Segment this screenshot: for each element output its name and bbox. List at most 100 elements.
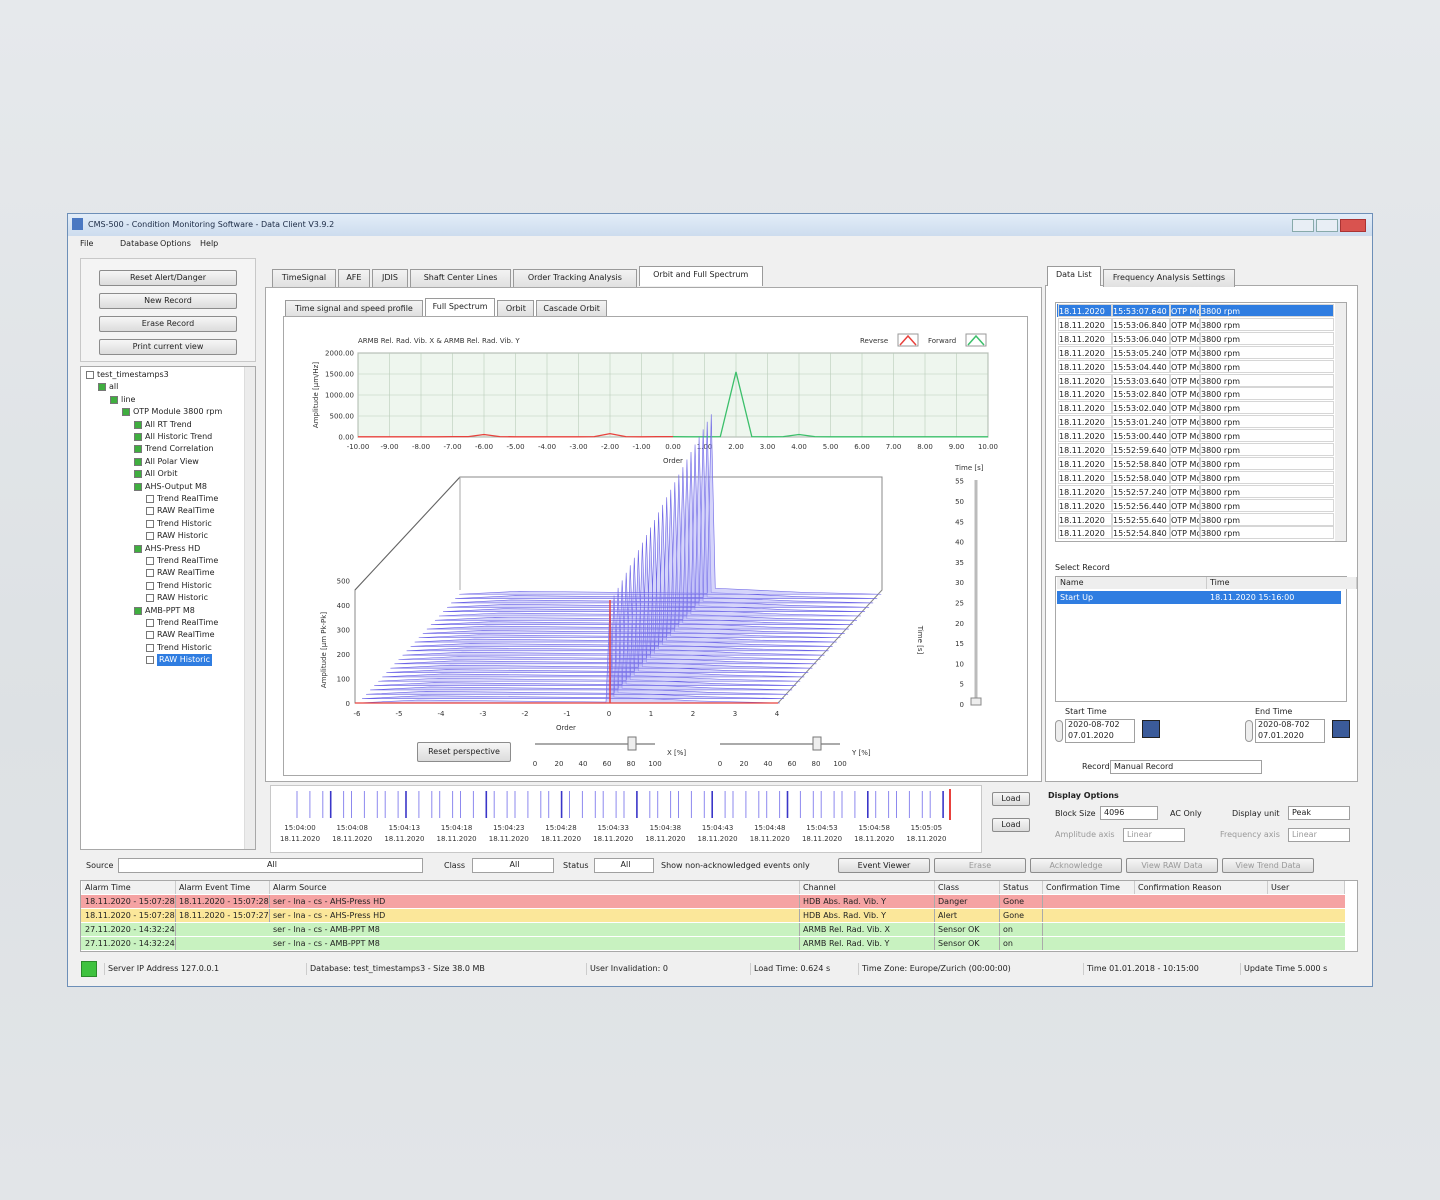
data-list-cell[interactable]: 15:53:05.240 — [1112, 345, 1170, 359]
main-tab[interactable]: Order Tracking Analysis — [513, 269, 637, 287]
tree-item[interactable]: RAW Historic — [157, 593, 209, 603]
tree-item[interactable]: Trend RealTime — [157, 494, 219, 503]
data-list-cell[interactable]: 18.11.2020 — [1058, 484, 1112, 498]
ac-only-checkbox[interactable]: AC Only — [1170, 809, 1202, 818]
data-list-cell[interactable]: 15:53:04.440 — [1112, 359, 1170, 373]
minimize-button[interactable] — [1292, 219, 1314, 232]
maximize-button[interactable] — [1316, 219, 1338, 232]
tree-item[interactable]: AHS-Output M8 — [145, 481, 207, 491]
sub-tab[interactable]: Orbit — [497, 300, 535, 316]
menu-item[interactable]: Options — [160, 239, 191, 248]
data-list-cell[interactable]: 18.11.2020 — [1058, 512, 1112, 526]
data-list-cell[interactable]: OTP Module 3 — [1170, 443, 1200, 456]
display-unit-select[interactable]: Peak — [1288, 806, 1350, 820]
data-list-cell[interactable]: 18.11.2020 — [1058, 443, 1112, 456]
data-list-cell[interactable]: 3800 rpm — [1200, 470, 1334, 484]
data-list-cell[interactable]: 18.11.2020 — [1058, 373, 1112, 387]
tree-item[interactable]: OTP Module 3800 rpm — [133, 407, 223, 417]
block-size-select[interactable]: 4096 — [1100, 806, 1158, 820]
data-list-cell[interactable]: 15:52:59.640 — [1112, 443, 1170, 456]
tree-item[interactable]: All Orbit — [145, 469, 178, 479]
data-list-cell[interactable]: OTP Module 3 — [1170, 373, 1200, 387]
tree-item[interactable]: Trend Correlation — [145, 444, 214, 454]
left-button[interactable]: Reset Alert/Danger — [99, 270, 237, 286]
tree-item[interactable]: test_timestamps3 — [97, 370, 169, 379]
tree-item[interactable]: AHS-Press HD — [145, 543, 201, 553]
data-list-cell[interactable]: 15:53:02.840 — [1112, 387, 1170, 401]
tree-item[interactable]: RAW RealTime — [157, 568, 215, 578]
left-button[interactable]: Print current view — [99, 339, 237, 355]
menu-item[interactable]: Help — [200, 239, 219, 248]
data-list-cell[interactable]: 15:53:03.640 — [1112, 373, 1170, 387]
data-list-cell[interactable]: OTP Module 3 — [1170, 331, 1200, 345]
tree-item[interactable]: RAW RealTime — [157, 630, 215, 640]
data-list-cell[interactable]: 18.11.2020 — [1058, 331, 1112, 345]
data-list-cell[interactable]: OTP Module 3 — [1170, 512, 1200, 526]
data-list-cell[interactable]: 18.11.2020 — [1058, 526, 1112, 540]
data-list-cell[interactable]: 18.11.2020 — [1058, 317, 1112, 331]
filter-button[interactable]: View Trend Data — [1222, 858, 1314, 873]
data-list-cell[interactable]: 3800 rpm — [1200, 387, 1334, 401]
sub-tab[interactable]: Time signal and speed profile — [285, 300, 423, 316]
menu-item[interactable]: Database — [120, 239, 159, 248]
data-list-cell[interactable]: 3800 rpm — [1200, 331, 1334, 345]
data-list-cell[interactable]: 18.11.2020 — [1058, 401, 1112, 415]
tree-item[interactable]: RAW RealTime — [157, 506, 215, 516]
tree-item[interactable]: RAW Historic — [157, 531, 209, 541]
main-tab[interactable]: Shaft Center Lines — [410, 269, 511, 287]
data-list-cell[interactable]: OTP Module 3 — [1170, 456, 1200, 470]
time-spinner[interactable] — [1245, 720, 1253, 742]
data-list-cell[interactable]: 18.11.2020 — [1058, 498, 1112, 512]
data-list-cell[interactable]: 18.11.2020 — [1058, 456, 1112, 470]
data-list-cell[interactable]: 3800 rpm — [1200, 415, 1334, 429]
data-list-cell[interactable]: 15:53:06.040 — [1112, 331, 1170, 345]
timeline-button[interactable]: Load — [992, 818, 1030, 832]
data-list-cell[interactable]: 3800 rpm — [1200, 456, 1334, 470]
calendar-button[interactable] — [1142, 720, 1160, 738]
select-record-cell[interactable]: 18.11.2020 15:16:00 — [1207, 591, 1341, 604]
data-list-cell[interactable]: 3800 rpm — [1200, 429, 1334, 443]
tree-item[interactable]: all — [109, 382, 119, 392]
data-list-cell[interactable]: 15:52:55.640 — [1112, 512, 1170, 526]
data-list-cell[interactable]: 18.11.2020 — [1058, 470, 1112, 484]
data-list-cell[interactable]: 3800 rpm — [1200, 345, 1334, 359]
tree-item[interactable]: RAW Historic — [157, 654, 213, 667]
data-list-cell[interactable]: 3800 rpm — [1200, 484, 1334, 498]
close-button[interactable] — [1340, 219, 1366, 232]
source-select[interactable]: All — [118, 858, 423, 873]
data-list-cell[interactable]: OTP Module 3 — [1170, 359, 1200, 373]
data-list-cell[interactable]: 18.11.2020 — [1058, 304, 1112, 317]
select-record-cell[interactable]: Start Up — [1057, 591, 1207, 604]
class-select[interactable]: All — [472, 858, 554, 873]
main-tab[interactable]: JDIS — [371, 269, 409, 287]
data-list-cell[interactable]: OTP Module 3 — [1170, 304, 1200, 317]
data-list-cell[interactable]: 3800 rpm — [1200, 498, 1334, 512]
time-spinner[interactable] — [1055, 720, 1063, 742]
right-tab[interactable]: Data List — [1047, 266, 1101, 286]
tree-item[interactable]: Trend Historic — [157, 580, 212, 590]
data-list-cell[interactable]: 15:52:57.240 — [1112, 484, 1170, 498]
record-type-select[interactable]: Manual Record — [1110, 760, 1262, 774]
tree-item[interactable]: Trend RealTime — [157, 556, 219, 565]
data-list-cell[interactable]: OTP Module 3 — [1170, 401, 1200, 415]
alarm-row[interactable] — [81, 909, 1345, 922]
tree-item[interactable]: All Polar View — [145, 456, 199, 466]
tree-item[interactable]: Trend Historic — [157, 518, 212, 528]
sub-tab[interactable]: Full Spectrum — [424, 298, 496, 318]
data-list-cell[interactable]: 3800 rpm — [1200, 443, 1334, 456]
data-list-cell[interactable]: 15:53:01.240 — [1112, 415, 1170, 429]
data-list-cell[interactable]: OTP Module 3 — [1170, 526, 1200, 540]
main-tab[interactable]: TimeSignal — [272, 269, 336, 287]
filter-button[interactable]: Erase — [934, 858, 1026, 873]
left-button[interactable]: New Record — [99, 293, 237, 309]
timeline-button[interactable]: Load — [992, 792, 1030, 806]
data-list-cell[interactable]: 18.11.2020 — [1058, 415, 1112, 429]
data-list-cell[interactable]: 15:52:58.840 — [1112, 456, 1170, 470]
data-list-cell[interactable]: 3800 rpm — [1200, 401, 1334, 415]
sub-tab[interactable]: Cascade Orbit — [536, 300, 607, 316]
reset-perspective-button[interactable]: Reset perspective — [417, 742, 511, 762]
filter-button[interactable]: Event Viewer — [838, 858, 930, 873]
data-list-cell[interactable]: 18.11.2020 — [1058, 387, 1112, 401]
tree-item[interactable]: Trend Historic — [157, 642, 212, 652]
data-list-cell[interactable]: 15:52:58.040 — [1112, 470, 1170, 484]
